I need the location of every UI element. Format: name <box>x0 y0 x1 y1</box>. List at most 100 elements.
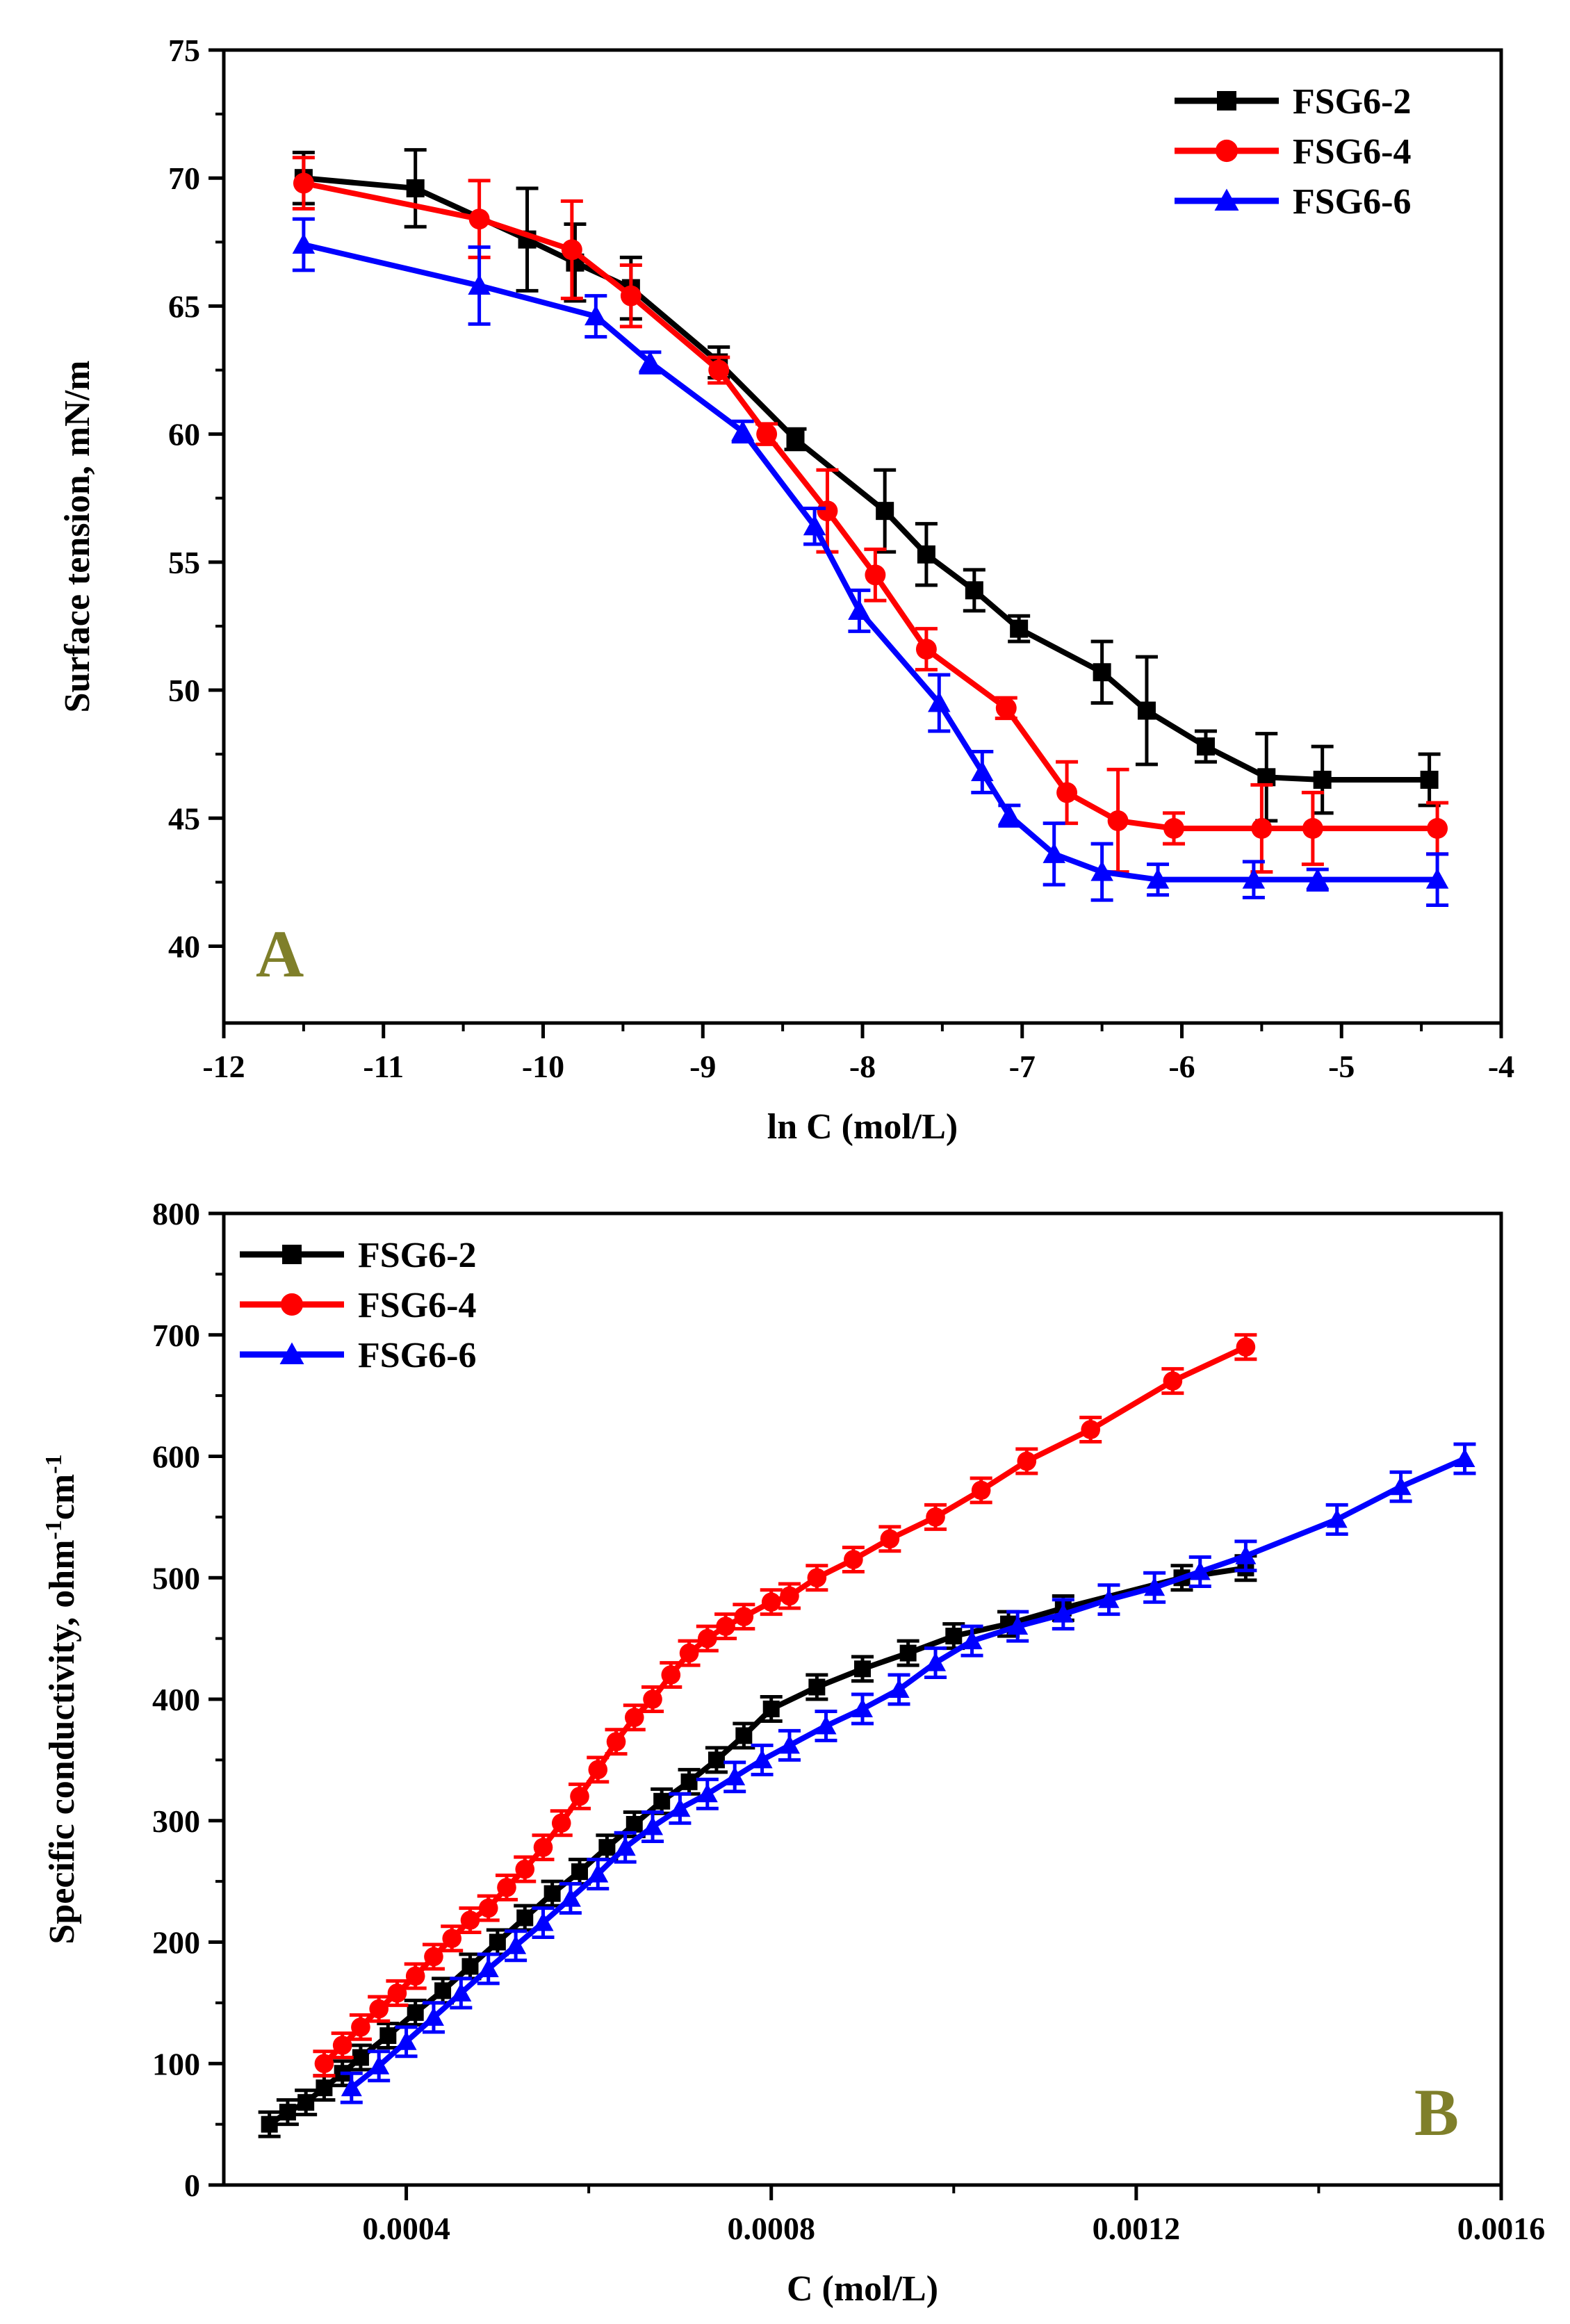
panel-b-point-FSG6-6 <box>1326 1509 1348 1528</box>
panel-a-point-FSG6-6 <box>584 304 607 326</box>
panel-b-point-FSG6-6 <box>724 1766 746 1785</box>
panel-a-point-FSG6-6 <box>848 599 871 620</box>
panel-b-point-FSG6-6 <box>614 1837 636 1856</box>
panel-b-y-axis-title-main: Specific conductivity, ohm <box>42 1539 82 1944</box>
panel-b-point-FSG6-2 <box>735 1727 753 1744</box>
panel-a-surface-tension-chart: -12 -11 -10 -9 -8 -7 -6 -5 -4 40 45 50 55 60 65 70 75 ln… <box>58 33 1514 1147</box>
panel-b-point-FSG6-2 <box>653 1792 671 1810</box>
panel-b-legend-label-FSG6-2: FSG6-2 <box>358 1236 476 1275</box>
panel-b-point-FSG6-2 <box>899 1644 917 1662</box>
panel-a-point-FSG6-2 <box>1010 619 1029 638</box>
panel-b-point-FSG6-2 <box>543 1885 561 1902</box>
panel-b-point-FSG6-4 <box>661 1665 681 1685</box>
panel-b-point-FSG6-4 <box>588 1760 608 1780</box>
panel-b-point-FSG6-2 <box>352 2049 369 2066</box>
panel-b-point-FSG6-4 <box>478 1898 498 1918</box>
panel-a-x-tick-label: -4 <box>1488 1049 1514 1084</box>
panel-a-legend-label-FSG6-6: FSG6-6 <box>1293 182 1411 222</box>
panel-a-point-FSG6-6 <box>1306 868 1330 889</box>
panel-a-ticks: -12 -11 -10 -9 -8 -7 -6 -5 -4 40 45 50 55 60 65 70 75 <box>168 33 1514 1084</box>
panel-a-point-FSG6-6 <box>1146 868 1170 889</box>
panel-b-point-FSG6-6 <box>888 1679 910 1699</box>
panel-b-point-FSG6-6 <box>450 1982 472 2002</box>
panel-b-point-FSG6-4 <box>780 1586 799 1606</box>
panel-b-point-FSG6-6 <box>532 1912 554 1931</box>
panel-b-point-FSG6-6 <box>368 2055 390 2075</box>
panel-b-point-FSG6-2 <box>279 2104 296 2121</box>
panel-b-point-FSG6-4 <box>442 1929 462 1949</box>
panel-a-point-FSG6-6 <box>468 274 491 295</box>
panel-b-point-FSG6-2 <box>854 1660 871 1678</box>
panel-a-y-tick-label: 65 <box>168 288 200 324</box>
panel-b-point-FSG6-6 <box>815 1715 837 1735</box>
panel-a-x-tick-label: -7 <box>1009 1049 1036 1084</box>
panel-b-letter: B <box>1414 2075 1459 2150</box>
panel-a-y-tick-label: 40 <box>168 928 200 964</box>
panel-a-point-FSG6-2 <box>1137 701 1156 720</box>
panel-a-x-tick-label: -10 <box>522 1049 564 1084</box>
panel-b-line-FSG6-6 <box>350 1456 1466 2090</box>
panel-b-line-FSG6-2 <box>268 1565 1247 2127</box>
panel-b-point-FSG6-2 <box>708 1751 725 1769</box>
panel-b-y-tick-label: 800 <box>152 1196 200 1231</box>
panel-b-point-FSG6-6 <box>1144 1577 1166 1596</box>
panel-a-legend-marker-FSG6-6 <box>1214 188 1239 211</box>
panel-a-legend: FSG6-2 FSG6-4 FSG6-6 <box>1175 82 1411 222</box>
panel-a-legend-marker-FSG6-4 <box>1215 139 1238 163</box>
panel-a-legend-label-FSG6-2: FSG6-2 <box>1293 82 1411 122</box>
panel-a-y-tick-label: 60 <box>168 417 200 452</box>
panel-b-legend-marker-FSG6-6 <box>279 1342 304 1364</box>
panel-b-point-FSG6-2 <box>461 1958 479 1975</box>
panel-b-conductivity-chart: 0.0004 0.0008 0.0012 0.0016 0 100 200 300 400 500… <box>41 1196 1546 2309</box>
panel-b-point-FSG6-6 <box>1235 1545 1257 1564</box>
panel-a-point-FSG6-2 <box>406 179 425 197</box>
panel-b-y-tick-label: 500 <box>152 1560 200 1596</box>
panel-b-point-FSG6-6 <box>961 1630 983 1650</box>
panel-b-point-FSG6-4 <box>761 1592 781 1612</box>
panel-b-point-FSG6-4 <box>971 1480 991 1500</box>
panel-b-x-tick-label: 0.0004 <box>362 2211 450 2246</box>
panel-a-point-FSG6-4 <box>620 285 641 306</box>
panel-b-point-FSG6-6 <box>852 1698 873 1717</box>
panel-b-y-axis-exponent-2: -1 <box>41 1454 67 1473</box>
panel-a-point-FSG6-4 <box>1251 818 1273 839</box>
panel-b-point-FSG6-4 <box>1236 1337 1256 1357</box>
panel-a-point-FSG6-2 <box>1093 663 1111 682</box>
panel-b-point-FSG6-6 <box>751 1749 773 1769</box>
panel-b-y-tick-label: 100 <box>152 2046 200 2081</box>
panel-a-point-FSG6-4 <box>293 172 314 194</box>
panel-a-x-tick-label: -5 <box>1328 1049 1355 1084</box>
panel-b-point-FSG6-6 <box>1189 1561 1211 1580</box>
panel-b-point-FSG6-4 <box>551 1813 571 1833</box>
panel-a-x-tick-label: -11 <box>363 1049 404 1084</box>
panel-b-legend-label-FSG6-4: FSG6-4 <box>358 1286 476 1325</box>
panel-b-x-tick-label: 0.0008 <box>727 2211 815 2246</box>
panel-b-point-FSG6-4 <box>679 1643 699 1663</box>
panel-b-point-FSG6-2 <box>516 1909 534 1926</box>
panel-a-point-FSG6-4 <box>708 359 730 381</box>
panel-a-x-axis-title: ln C (mol/L) <box>767 1107 958 1147</box>
panel-a-x-tick-label: -8 <box>849 1049 876 1084</box>
panel-b-point-FSG6-4 <box>716 1617 735 1636</box>
panel-a-x-tick-label: -6 <box>1168 1049 1195 1084</box>
panel-a-point-FSG6-4 <box>1163 818 1184 839</box>
panel-b-y-tick-label: 0 <box>184 2168 200 2203</box>
panel-a-point-FSG6-4 <box>756 423 778 445</box>
panel-a-point-FSG6-6 <box>998 804 1021 825</box>
panel-b-point-FSG6-4 <box>807 1568 827 1588</box>
panel-a-y-tick-label: 75 <box>168 33 200 68</box>
panel-b-point-FSG6-2 <box>489 1933 506 1951</box>
panel-b-point-FSG6-6 <box>925 1652 947 1671</box>
panel-a-point-FSG6-6 <box>292 233 316 254</box>
panel-a-point-FSG6-2 <box>1313 771 1332 789</box>
panel-b-point-FSG6-4 <box>515 1859 535 1879</box>
panel-b-point-FSG6-4 <box>624 1708 644 1728</box>
panel-b-point-FSG6-6 <box>1052 1603 1074 1623</box>
panel-b-point-FSG6-4 <box>497 1878 516 1897</box>
panel-b-x-tick-label: 0.0012 <box>1093 2211 1181 2246</box>
panel-a-point-FSG6-6 <box>639 351 662 372</box>
panel-b-point-FSG6-4 <box>314 2054 334 2074</box>
panel-b-point-FSG6-2 <box>598 1839 616 1856</box>
panel-b-point-FSG6-6 <box>505 1935 527 1954</box>
panel-b-point-FSG6-4 <box>369 1999 389 2019</box>
